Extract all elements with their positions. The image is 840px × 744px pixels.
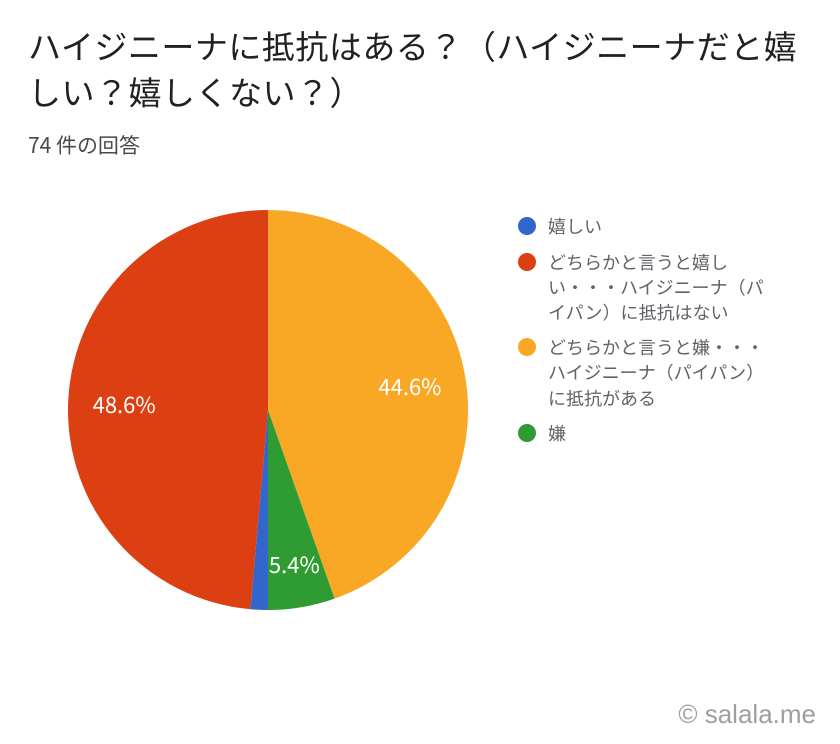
legend-item-orange: どちらかと言うと嫌・・・ハイジニーナ（パイパン）に抵抗がある — [518, 335, 768, 411]
watermark: © salala.me — [678, 699, 816, 730]
legend: 嬉しいどちらかと言うと嬉しい・・・ハイジニーナ（パイパン）に抵抗はないどちらかと… — [518, 214, 768, 456]
legend-label: どちらかと言うと嬉しい・・・ハイジニーナ（パイパン）に抵抗はない — [548, 250, 768, 326]
pie-chart: 44.6%5.4%48.6% — [68, 210, 468, 610]
legend-label: どちらかと言うと嫌・・・ハイジニーナ（パイパン）に抵抗がある — [548, 335, 768, 411]
pie-slice-red — [68, 210, 268, 609]
legend-dot-icon — [518, 338, 536, 356]
chart-container: ハイジニーナに抵抗はある？（ハイジニーナだと嬉しい？嬉しくない？） 74 件の回… — [0, 0, 840, 744]
legend-dot-icon — [518, 424, 536, 442]
legend-dot-icon — [518, 253, 536, 271]
legend-item-red: どちらかと言うと嬉しい・・・ハイジニーナ（パイパン）に抵抗はない — [518, 250, 768, 326]
legend-dot-icon — [518, 217, 536, 235]
legend-item-blue: 嬉しい — [518, 214, 768, 239]
chart-title: ハイジニーナに抵抗はある？（ハイジニーナだと嬉しい？嬉しくない？） — [28, 22, 812, 114]
chart-area: 44.6%5.4%48.6% 嬉しいどちらかと言うと嬉しい・・・ハイジニーナ（パ… — [28, 210, 812, 610]
pie-svg — [68, 210, 468, 610]
response-count: 74 件の回答 — [28, 130, 812, 160]
legend-label: 嫌 — [548, 421, 768, 446]
legend-item-green: 嫌 — [518, 421, 768, 446]
legend-label: 嬉しい — [548, 214, 768, 239]
